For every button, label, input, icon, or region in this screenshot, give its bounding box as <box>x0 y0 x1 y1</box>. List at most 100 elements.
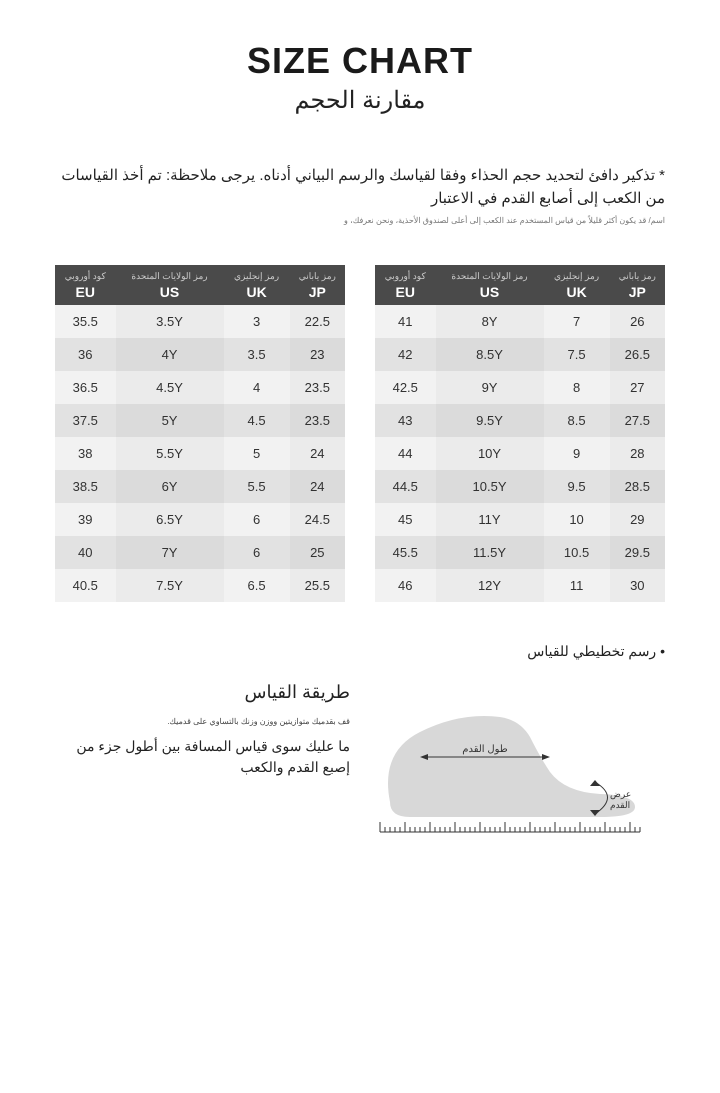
table-row: 407Y625 <box>55 536 345 569</box>
table-row: 38.56Y5.524 <box>55 470 345 503</box>
size-cell: 45 <box>375 503 436 536</box>
size-cell: 11 <box>544 569 610 602</box>
size-cell: 9.5Y <box>436 404 544 437</box>
table-row: 45.511.5Y10.529.5 <box>375 536 665 569</box>
table-row: 4410Y928 <box>375 437 665 470</box>
size-cell: 9Y <box>436 371 544 404</box>
table-row: 4612Y1130 <box>375 569 665 602</box>
size-cell: 29.5 <box>610 536 665 569</box>
size-cell: 23 <box>290 338 345 371</box>
column-header-uk: رمز إنجليزيUK <box>224 265 290 305</box>
size-cell: 42 <box>375 338 436 371</box>
column-header-us: رمز الولايات المتحدةUS <box>116 265 224 305</box>
size-cell: 46 <box>375 569 436 602</box>
size-cell: 10.5Y <box>436 470 544 503</box>
size-cell: 38.5 <box>55 470 116 503</box>
size-cell: 41 <box>375 305 436 338</box>
page-title-en: SIZE CHART <box>55 40 665 82</box>
size-cell: 30 <box>610 569 665 602</box>
size-cell: 22.5 <box>290 305 345 338</box>
table-row: 35.53.5Y322.5 <box>55 305 345 338</box>
note-main: * تذكير دافئ لتحديد حجم الحذاء وفقا لقيا… <box>55 165 665 210</box>
table-row: 42.59Y827 <box>375 371 665 404</box>
size-cell: 7Y <box>116 536 224 569</box>
note-fine: اسم/ قد يكون أكثر قليلاً من قياس المستخد… <box>55 216 665 225</box>
size-cell: 9.5 <box>544 470 610 503</box>
size-cell: 36.5 <box>55 371 116 404</box>
size-cell: 6.5Y <box>116 503 224 536</box>
size-cell: 40.5 <box>55 569 116 602</box>
size-cell: 3.5 <box>224 338 290 371</box>
size-cell: 39 <box>55 503 116 536</box>
size-cell: 8.5 <box>544 404 610 437</box>
size-cell: 8.5Y <box>436 338 544 371</box>
size-cell: 40 <box>55 536 116 569</box>
table-row: 364Y3.523 <box>55 338 345 371</box>
size-cell: 24 <box>290 470 345 503</box>
measure-step1: قف بقدميك متوازيتين ووزن وزنك بالتساوي ع… <box>55 717 350 726</box>
size-cell: 25.5 <box>290 569 345 602</box>
size-cell: 27 <box>610 371 665 404</box>
size-cell: 37.5 <box>55 404 116 437</box>
foot-diagram-icon: طول القدم عرض القدم <box>370 682 650 852</box>
size-cell: 29 <box>610 503 665 536</box>
size-cell: 23.5 <box>290 371 345 404</box>
column-header-uk: رمز إنجليزيUK <box>544 265 610 305</box>
size-cell: 8 <box>544 371 610 404</box>
size-cell: 44 <box>375 437 436 470</box>
size-cell: 26 <box>610 305 665 338</box>
table-row: 385.5Y524 <box>55 437 345 470</box>
size-cell: 23.5 <box>290 404 345 437</box>
column-header-jp: رمز يابانيJP <box>290 265 345 305</box>
size-cell: 42.5 <box>375 371 436 404</box>
size-table-right: كود أوروبيEUرمز الولايات المتحدةUSرمز إن… <box>375 265 665 602</box>
diagram-caption-text: رسم تخطيطي للقياس <box>527 643 656 659</box>
size-cell: 5.5 <box>224 470 290 503</box>
page-title-ar: مقارنة الحجم <box>55 86 665 115</box>
size-cell: 10.5 <box>544 536 610 569</box>
size-cell: 4.5Y <box>116 371 224 404</box>
size-table-left: كود أوروبيEUرمز الولايات المتحدةUSرمز إن… <box>55 265 345 602</box>
size-cell: 24 <box>290 437 345 470</box>
measure-text-block: طريقة القياس قف بقدميك متوازيتين ووزن وز… <box>55 652 350 778</box>
size-cell: 9 <box>544 437 610 470</box>
size-cell: 6 <box>224 503 290 536</box>
foot-width-label: عرض <box>610 789 631 800</box>
bottom-section: طريقة القياس قف بقدميك متوازيتين ووزن وز… <box>55 652 665 852</box>
table-row: 4511Y1029 <box>375 503 665 536</box>
measure-step2: ما عليك سوى قياس المسافة بين أطول جزء من… <box>55 736 350 778</box>
column-header-jp: رمز يابانيJP <box>610 265 665 305</box>
size-cell: 6 <box>224 536 290 569</box>
size-cell: 44.5 <box>375 470 436 503</box>
diagram-caption: • رسم تخطيطي للقياس <box>527 642 665 660</box>
column-header-eu: كود أوروبيEU <box>55 265 116 305</box>
table-row: 439.5Y8.527.5 <box>375 404 665 437</box>
size-cell: 36 <box>55 338 116 371</box>
size-cell: 4Y <box>116 338 224 371</box>
size-cell: 10Y <box>436 437 544 470</box>
size-cell: 5Y <box>116 404 224 437</box>
table-row: 428.5Y7.526.5 <box>375 338 665 371</box>
column-header-us: رمز الولايات المتحدةUS <box>436 265 544 305</box>
size-cell: 43 <box>375 404 436 437</box>
size-cell: 7.5 <box>544 338 610 371</box>
table-row: 418Y726 <box>375 305 665 338</box>
size-cell: 11.5Y <box>436 536 544 569</box>
size-cell: 8Y <box>436 305 544 338</box>
size-cell: 25 <box>290 536 345 569</box>
tables-container: كود أوروبيEUرمز الولايات المتحدةUSرمز إن… <box>55 265 665 602</box>
size-cell: 10 <box>544 503 610 536</box>
size-cell: 24.5 <box>290 503 345 536</box>
measure-title: طريقة القياس <box>55 682 350 703</box>
table-row: 37.55Y4.523.5 <box>55 404 345 437</box>
size-cell: 4.5 <box>224 404 290 437</box>
size-cell: 12Y <box>436 569 544 602</box>
column-header-eu: كود أوروبيEU <box>375 265 436 305</box>
size-cell: 5 <box>224 437 290 470</box>
size-cell: 5.5Y <box>116 437 224 470</box>
size-cell: 35.5 <box>55 305 116 338</box>
table-row: 396.5Y624.5 <box>55 503 345 536</box>
size-cell: 6.5 <box>224 569 290 602</box>
size-cell: 38 <box>55 437 116 470</box>
size-cell: 7.5Y <box>116 569 224 602</box>
